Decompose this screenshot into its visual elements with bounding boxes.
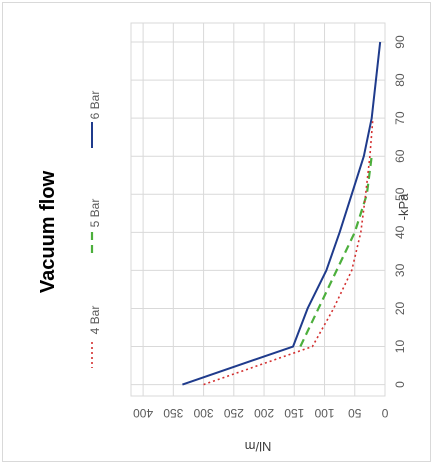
legend-label-5-bar: 5 Bar (88, 199, 102, 228)
x-tick-label: 0 (393, 381, 407, 388)
plot-area (130, 22, 386, 397)
x-tick-label: 20 (393, 301, 407, 315)
y-axis-title: Nl/m (245, 439, 272, 454)
x-tick-label: 10 (393, 340, 407, 354)
x-tick-label: 90 (393, 35, 407, 49)
grid (131, 23, 386, 396)
x-tick-label: 50 (393, 187, 407, 201)
series-layer (182, 41, 382, 386)
chart-title: Vacuum flow (37, 170, 59, 293)
plot-border (130, 22, 386, 397)
y-tick-label: 50 (348, 406, 362, 420)
x-tick-label: 80 (393, 73, 407, 87)
y-tick-label: 200 (254, 406, 274, 420)
x-tick-label: 30 (393, 263, 407, 277)
x-tick-label: 40 (393, 225, 407, 239)
legend: 6 Bar 5 Bar 4 Bar (88, 91, 102, 368)
y-tick-label: 400 (133, 406, 153, 420)
y-tick-label: 350 (163, 406, 183, 420)
series-line-6-bar (182, 41, 382, 386)
series-line-5-bar (299, 156, 373, 347)
y-tick-label: 100 (314, 406, 334, 420)
legend-label-4-bar: 4 Bar (88, 306, 102, 335)
y-tick-label: 250 (223, 406, 243, 420)
x-tick-label: 60 (393, 149, 407, 163)
y-tick-label: 150 (284, 406, 304, 420)
chart-frame (2, 2, 431, 462)
x-tick-labels: 0 10 20 30 40 50 60 70 80 90 (393, 35, 407, 388)
series-line-4-bar (203, 118, 374, 386)
y-tick-label: 300 (193, 406, 213, 420)
x-axis-title: -kPa (396, 193, 411, 221)
y-tick-labels: 0 50 100 150 200 250 300 350 400 (133, 406, 389, 420)
y-tick-label: 0 (381, 406, 388, 420)
legend-label-6-bar: 6 Bar (88, 91, 102, 120)
x-tick-label: 70 (393, 111, 407, 125)
